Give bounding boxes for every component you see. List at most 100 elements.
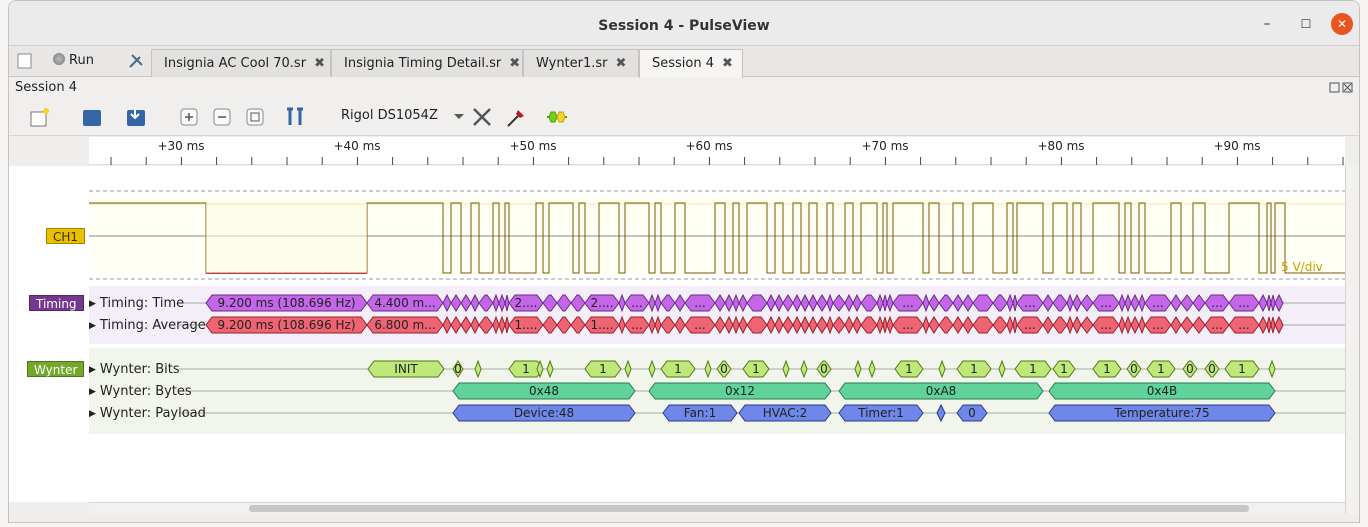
run-button[interactable]: Run (53, 53, 94, 68)
session-header: Session 4 (9, 78, 1359, 98)
tab-label: Insignia AC Cool 70.sr (164, 56, 307, 71)
wynter-bit-annotation (474, 359, 482, 379)
timing-time-annotation-text: ... (1152, 296, 1163, 310)
main-toolbar: Rigol DS1054Z (9, 98, 1359, 136)
wynter-payload-annotation (838, 404, 924, 422)
wynter-bit-annotation (1126, 360, 1142, 378)
wynter-byte-annotation-text: 0x48 (529, 384, 559, 398)
horizontal-scrollbar[interactable] (89, 502, 1345, 514)
wynter-bit-annotation (998, 359, 1006, 379)
timing-time-annotation-text: 4.400 m... (374, 296, 435, 310)
device-selector[interactable]: Rigol DS1054Z (341, 108, 438, 123)
expand-triangle-icon[interactable]: ▶ (89, 409, 96, 419)
title-bar: Session 4 - PulseView – ☐ ✕ (9, 1, 1359, 46)
wynter-bit-annotation (1224, 360, 1260, 378)
timing-time-annotation-text: 2.... (591, 296, 614, 310)
ruler-tick-label: +90 ms (1213, 139, 1261, 153)
wynter-bit-annotation (1052, 360, 1076, 378)
expand-triangle-icon[interactable]: ▶ (89, 365, 96, 375)
settings-tools-icon[interactable] (127, 52, 145, 70)
expand-triangle-icon[interactable]: ▶ (89, 387, 96, 397)
wynter-payload-annotation (738, 404, 832, 422)
row-wynter-payload[interactable]: ▶ Wynter: Payload (89, 406, 206, 421)
tab-close-icon[interactable]: ✖ (314, 56, 325, 71)
timing-avg-annotation-text: 6.800 m... (374, 318, 435, 332)
wynter-bit-annotation (536, 359, 544, 379)
wynter-byte-annotation-text: 0x12 (725, 384, 755, 398)
tab-label: Wynter1.sr (536, 56, 608, 71)
expand-triangle-icon[interactable]: ▶ (89, 299, 96, 309)
time-ruler[interactable]: +30 ms +40 ms +50 ms +60 ms +70 ms +80 ms +90 … (89, 137, 1345, 165)
wynter-bit-annotation (938, 359, 946, 379)
timing-avg-annotation-text: ... (1238, 318, 1249, 332)
row-timing-time[interactable]: ▶ Timing: Time (89, 296, 184, 311)
minimize-button[interactable]: – (1263, 16, 1271, 32)
tab-insignia-timing[interactable]: Insignia Timing Detail.sr ✖ (331, 49, 523, 77)
row-label: Wynter: Payload (99, 406, 206, 421)
wynter-payload-annotation-text: 0 (968, 406, 976, 420)
probe-icon[interactable] (505, 106, 527, 128)
save-file-icon[interactable] (125, 106, 147, 128)
zoom-fit-icon[interactable] (245, 106, 267, 128)
timing-avg-annotation-text: 1.... (591, 318, 614, 332)
wynter-bit-annotation-text: 1 (522, 362, 530, 376)
row-wynter-bytes[interactable]: ▶ Wynter: Bytes (89, 384, 192, 399)
timing-time-annotation-text: ... (1238, 296, 1249, 310)
wynter-bit-annotation-text: 1 (1238, 362, 1246, 376)
wynter-payload-annotation-text: Device:48 (514, 406, 574, 420)
new-session-icon[interactable] (16, 52, 34, 70)
channel-label-ch1[interactable]: CH1 (46, 228, 86, 244)
close-button[interactable]: ✕ (1331, 13, 1353, 35)
tab-close-icon[interactable]: ✖ (722, 56, 733, 71)
timing-avg-annotation-text: ... (1100, 318, 1111, 332)
expand-triangle-icon[interactable]: ▶ (89, 321, 96, 331)
trace-viewport[interactable]: 5 V/div 9.200 ms (108.696 Hz) 4.400 m... 2.… (9, 166, 1345, 502)
row-label: Timing: Time (99, 296, 185, 311)
open-file-icon[interactable] (81, 106, 103, 128)
ch1-low-fill (206, 203, 367, 273)
wynter-bit-annotation (660, 360, 696, 378)
dock-controls-icon[interactable] (1329, 82, 1355, 94)
wynter-payload-annotation-text: Temperature:75 (1113, 406, 1209, 420)
vertical-scrollbar[interactable] (1345, 166, 1359, 514)
run-status-icon (53, 53, 65, 65)
wynter-payload-annotation (956, 404, 988, 422)
decoder-icon[interactable] (545, 106, 567, 128)
wynter-bit-annotation (1014, 360, 1052, 378)
tab-close-icon[interactable]: ✖ (615, 56, 627, 71)
ruler-tick-label: +40 ms (333, 139, 381, 153)
zoom-in-icon[interactable] (179, 106, 201, 128)
tab-wynter1[interactable]: Wynter1.sr ✖ (523, 49, 639, 77)
zoom-out-icon[interactable] (212, 106, 234, 128)
ruler-tick-label: +80 ms (1037, 139, 1085, 153)
wynter-bit-annotation (742, 360, 770, 378)
tab-insignia-ac-cool[interactable]: Insignia AC Cool 70.sr ✖ (151, 49, 331, 77)
ruler-tick-label: +70 ms (861, 139, 909, 153)
row-label: Timing: Average (99, 318, 206, 333)
row-wynter-bits[interactable]: ▶ Wynter: Bits (89, 362, 180, 377)
wynter-bit-annotation (800, 359, 808, 379)
timing-time-annotation (1274, 293, 1284, 313)
row-label: Wynter: Bytes (99, 384, 192, 399)
tab-close-icon[interactable]: ✖ (509, 56, 521, 71)
ch1-waveform (89, 202, 1345, 274)
wynter-bit-annotation (704, 359, 712, 379)
wynter-byte-annotation (1048, 382, 1276, 400)
wynter-bit-annotation (624, 359, 632, 379)
wynter-bit-annotation (782, 359, 790, 379)
maximize-button[interactable]: ☐ (1300, 17, 1312, 31)
scrollbar-thumb[interactable] (249, 505, 1249, 512)
device-config-icon[interactable] (471, 106, 493, 128)
chevron-down-icon[interactable] (453, 112, 475, 134)
tab-session-4[interactable]: Session 4 ✖ (639, 49, 743, 78)
channel-label-wynter[interactable]: Wynter (27, 361, 85, 377)
new-view-icon[interactable] (29, 106, 51, 128)
cursor-icon[interactable] (285, 106, 307, 128)
timing-avg-annotation-text: 1.... (515, 318, 538, 332)
channel-label-timing[interactable]: Timing (29, 295, 84, 311)
wynter-bit-annotation-text: 1 (905, 362, 913, 376)
wynter-bit-annotation (648, 359, 656, 379)
row-timing-average[interactable]: ▶ Timing: Average (89, 318, 206, 333)
wynter-bit-annotation-text: 0 (454, 362, 462, 376)
wynter-bit-annotation (546, 359, 554, 379)
